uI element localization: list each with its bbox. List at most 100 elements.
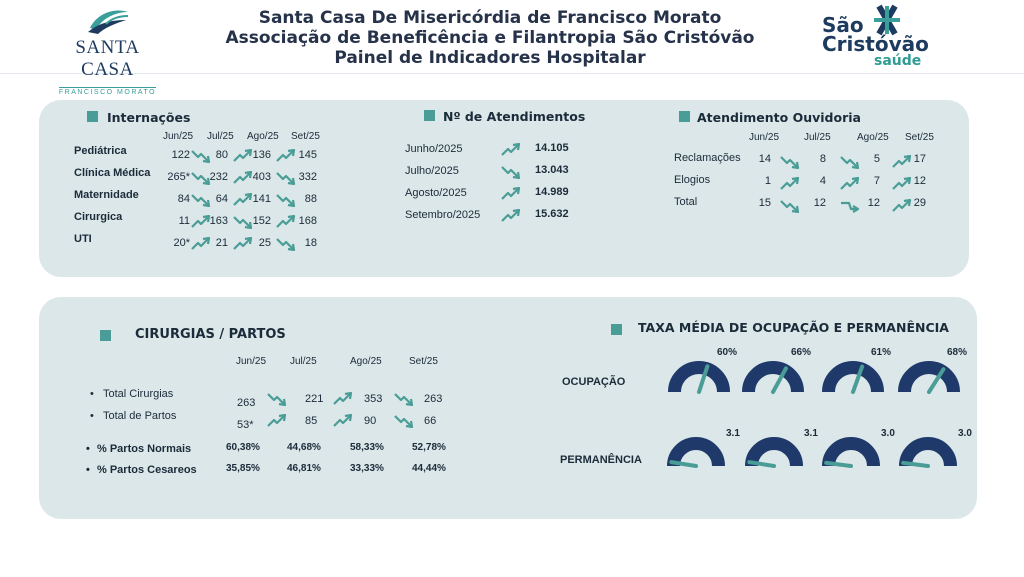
atendimentos-value: 14.989	[535, 186, 569, 198]
ouvidoria-value: 12	[813, 197, 826, 209]
trend-up-icon	[233, 149, 253, 162]
cirurgias-value: 66	[424, 415, 437, 427]
trend-down-icon	[191, 150, 211, 163]
gauge-arc	[898, 361, 960, 393]
internacoes-value: 403	[252, 171, 271, 183]
internacoes-value: 80	[215, 149, 228, 161]
ocupacao-gauge	[668, 361, 730, 394]
gauge-needle	[824, 460, 853, 468]
internacoes-month: Ago/25	[247, 131, 279, 142]
internacoes-value: 18	[304, 237, 317, 249]
gauge-arc	[745, 437, 803, 467]
ouvidoria-value: 17	[913, 153, 926, 165]
ouvidoria-value: 29	[913, 197, 926, 209]
pct-value: 33,33%	[350, 463, 384, 474]
trend-up-icon	[501, 187, 521, 200]
trend-down-icon	[276, 194, 296, 207]
internacoes-value: 152	[252, 215, 271, 227]
permanencia-label: PERMANÊNCIA	[560, 454, 642, 466]
internacoes-value: 20*	[173, 237, 190, 249]
cirurgias-value: 263	[424, 393, 443, 405]
atendimentos-month: Agosto/2025	[405, 187, 467, 199]
atendimentos-month: Setembro/2025	[405, 209, 481, 221]
permanencia-gauge-label: 3.0	[958, 428, 972, 439]
section-marker-icon	[87, 111, 98, 122]
internacoes-value: 141	[252, 193, 271, 205]
internacoes-value: 25	[258, 237, 271, 249]
trend-down-icon	[191, 172, 211, 185]
ouvidoria-value: 7	[873, 175, 880, 187]
cirurgias-title: CIRURGIAS / PARTOS	[135, 327, 286, 342]
trend-up-icon	[780, 177, 800, 190]
trend-down-icon	[840, 156, 860, 169]
gauge-needle	[747, 460, 776, 468]
internacoes-value: 232	[209, 171, 228, 183]
internacoes-value: 11	[178, 215, 190, 227]
pct-value: 35,85%	[226, 463, 260, 474]
cirurgias-month: Jul/25	[290, 356, 317, 367]
internacoes-value: 265*	[167, 171, 190, 183]
gauge-needle	[927, 367, 946, 394]
santa-casa-emblem-icon	[87, 10, 128, 34]
pct-value: 52,78%	[412, 442, 446, 453]
cirurgias-value: 85	[305, 415, 318, 427]
trend-up-icon	[333, 392, 353, 405]
internacoes-value: 145	[298, 149, 317, 161]
ouvidoria-row-label: Total	[674, 196, 698, 208]
taxa-title: TAXA MÉDIA DE OCUPAÇÃO E PERMANÊNCIA	[638, 320, 949, 335]
cirurgias-value: 353	[364, 393, 383, 405]
panel-cirurgias-taxa	[39, 297, 977, 519]
ocupacao-gauge	[898, 361, 960, 394]
internacoes-month: Jul/25	[207, 131, 234, 142]
cross-star-icon	[874, 4, 900, 36]
internacoes-row-label: Pediátrica	[74, 145, 127, 157]
permanencia-gauge	[667, 437, 725, 468]
cirurgias-bullet: •	[90, 410, 94, 422]
ouvidoria-value: 12	[913, 175, 926, 187]
trend-down-icon	[276, 172, 296, 185]
trend-flat-icon	[841, 201, 860, 213]
trend-up-icon	[333, 414, 353, 427]
ouvidoria-value: 15	[758, 197, 771, 209]
ocupacao-gauge-label: 61%	[871, 347, 892, 358]
ouvidoria-month: Jul/25	[804, 132, 831, 143]
atendimentos-value: 15.632	[535, 208, 569, 220]
ouvidoria-month: Jun/25	[749, 132, 780, 143]
ocupacao-gauge	[742, 361, 804, 394]
gauge-arc	[668, 361, 730, 393]
trend-up-icon	[191, 237, 211, 250]
trend-up-icon	[233, 237, 253, 250]
pct-value: 58,33%	[350, 442, 384, 453]
gauge-arc	[899, 437, 957, 467]
trend-up-icon	[267, 414, 287, 427]
trend-up-icon	[233, 171, 253, 184]
ouvidoria-value: 5	[873, 153, 880, 165]
cirurgias-value: 53*	[237, 419, 254, 431]
ouvidoria-value: 14	[758, 153, 771, 165]
ouvidoria-title: Atendimento Ouvidoria	[697, 110, 861, 125]
gauge-needle	[901, 460, 930, 468]
internacoes-value: 136	[252, 149, 271, 161]
ouvidoria-row-label: Elogios	[674, 174, 711, 186]
gauge-needle	[697, 364, 710, 394]
atendimentos-month: Junho/2025	[405, 143, 463, 155]
internacoes-value: 64	[215, 193, 228, 205]
pct-value: 44,68%	[287, 442, 321, 453]
title-line-2: Associação de Beneficência e Filantropia…	[225, 28, 755, 48]
internacoes-value: 332	[298, 171, 317, 183]
internacoes-row-label: UTI	[74, 233, 92, 245]
title-line-1: Santa Casa De Misericórdia de Francisco …	[258, 8, 722, 28]
internacoes-month: Jun/25	[163, 131, 194, 142]
pct-value: 46,81%	[287, 463, 321, 474]
gauge-arc	[822, 361, 884, 393]
cirurgias-value: 90	[364, 415, 377, 427]
section-marker-icon	[424, 110, 435, 121]
ouvidoria-value: 1	[764, 175, 771, 187]
section-marker-icon	[679, 111, 690, 122]
cirurgias-month: Set/25	[409, 356, 438, 367]
cirurgias-bullet: •	[90, 388, 94, 400]
logo-right-line2: Cristóvão	[822, 32, 929, 56]
trend-up-icon	[892, 199, 912, 212]
internacoes-title: Internações	[107, 110, 191, 125]
gauge-arc	[742, 361, 804, 393]
